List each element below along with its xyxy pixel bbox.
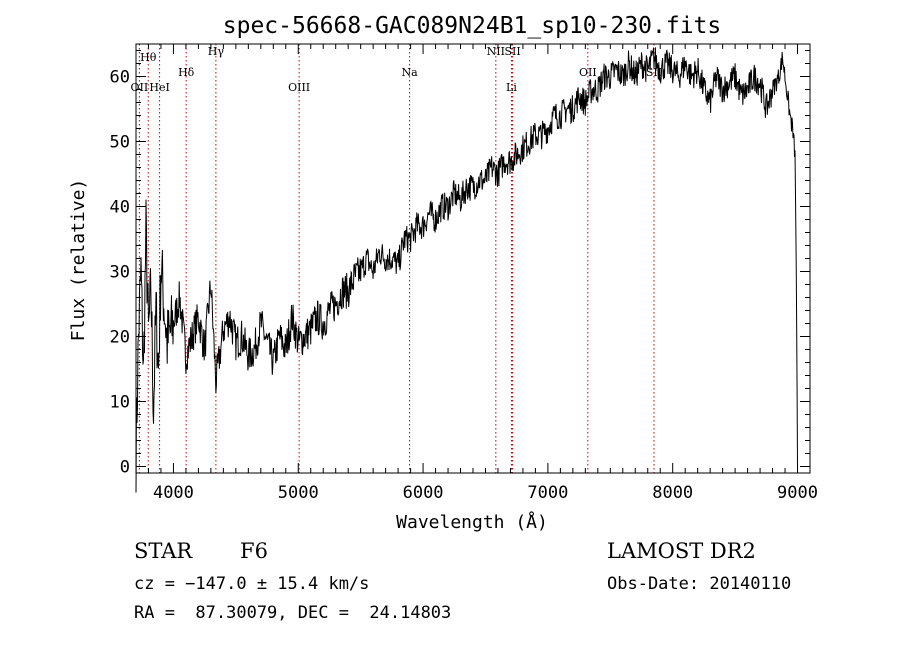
y-tick-label: 50	[110, 133, 130, 153]
emission-line-label: OII	[131, 81, 149, 94]
survey-name: LAMOST DR2	[607, 539, 756, 563]
emission-line-label: NII	[487, 45, 505, 58]
x-tick-label: 6000	[403, 483, 444, 503]
emission-line-label: Hγ	[208, 45, 225, 58]
emission-line-label: Na	[402, 66, 419, 79]
x-tick-label: 8000	[652, 483, 693, 503]
emission-line-label: Hδ	[178, 66, 195, 79]
y-tick-label: 10	[110, 393, 130, 413]
chart-title: spec-56668-GAC089N24B1_sp10-230.fits	[223, 13, 722, 39]
y-axis-label: Flux (relative)	[68, 179, 89, 342]
emission-line-label: OII	[579, 66, 597, 79]
y-tick-label: 30	[110, 263, 130, 283]
x-tick-label: 5000	[278, 483, 319, 503]
emission-line-label: SII	[504, 45, 520, 58]
emission-line-label: OIII	[288, 81, 310, 94]
coordinates: RA = 87.30079, DEC = 24.14803	[134, 603, 452, 623]
object-subclass: F6	[240, 539, 268, 563]
emission-line-label: Li	[506, 81, 517, 94]
object-type: STAR	[134, 539, 193, 563]
x-axis-label: Wavelength (Å)	[396, 511, 548, 533]
y-tick-label: 60	[110, 68, 130, 88]
x-tick-label: 9000	[777, 483, 818, 503]
x-tick-label: 4000	[153, 483, 194, 503]
plot-frame	[135, 43, 811, 474]
y-tick-label: 20	[110, 328, 130, 348]
emission-line-label: Hθ	[140, 51, 157, 64]
emission-line-label: HeI	[149, 81, 169, 94]
x-tick-label: 7000	[527, 483, 568, 503]
y-tick-label: 40	[110, 198, 130, 218]
redshift-velocity: cz = −147.0 ± 15.4 km/s	[134, 574, 370, 594]
observation-date: Obs-Date: 20140110	[607, 574, 792, 594]
y-tick-label: 0	[120, 458, 130, 478]
spectrum-series-line	[135, 47, 798, 493]
